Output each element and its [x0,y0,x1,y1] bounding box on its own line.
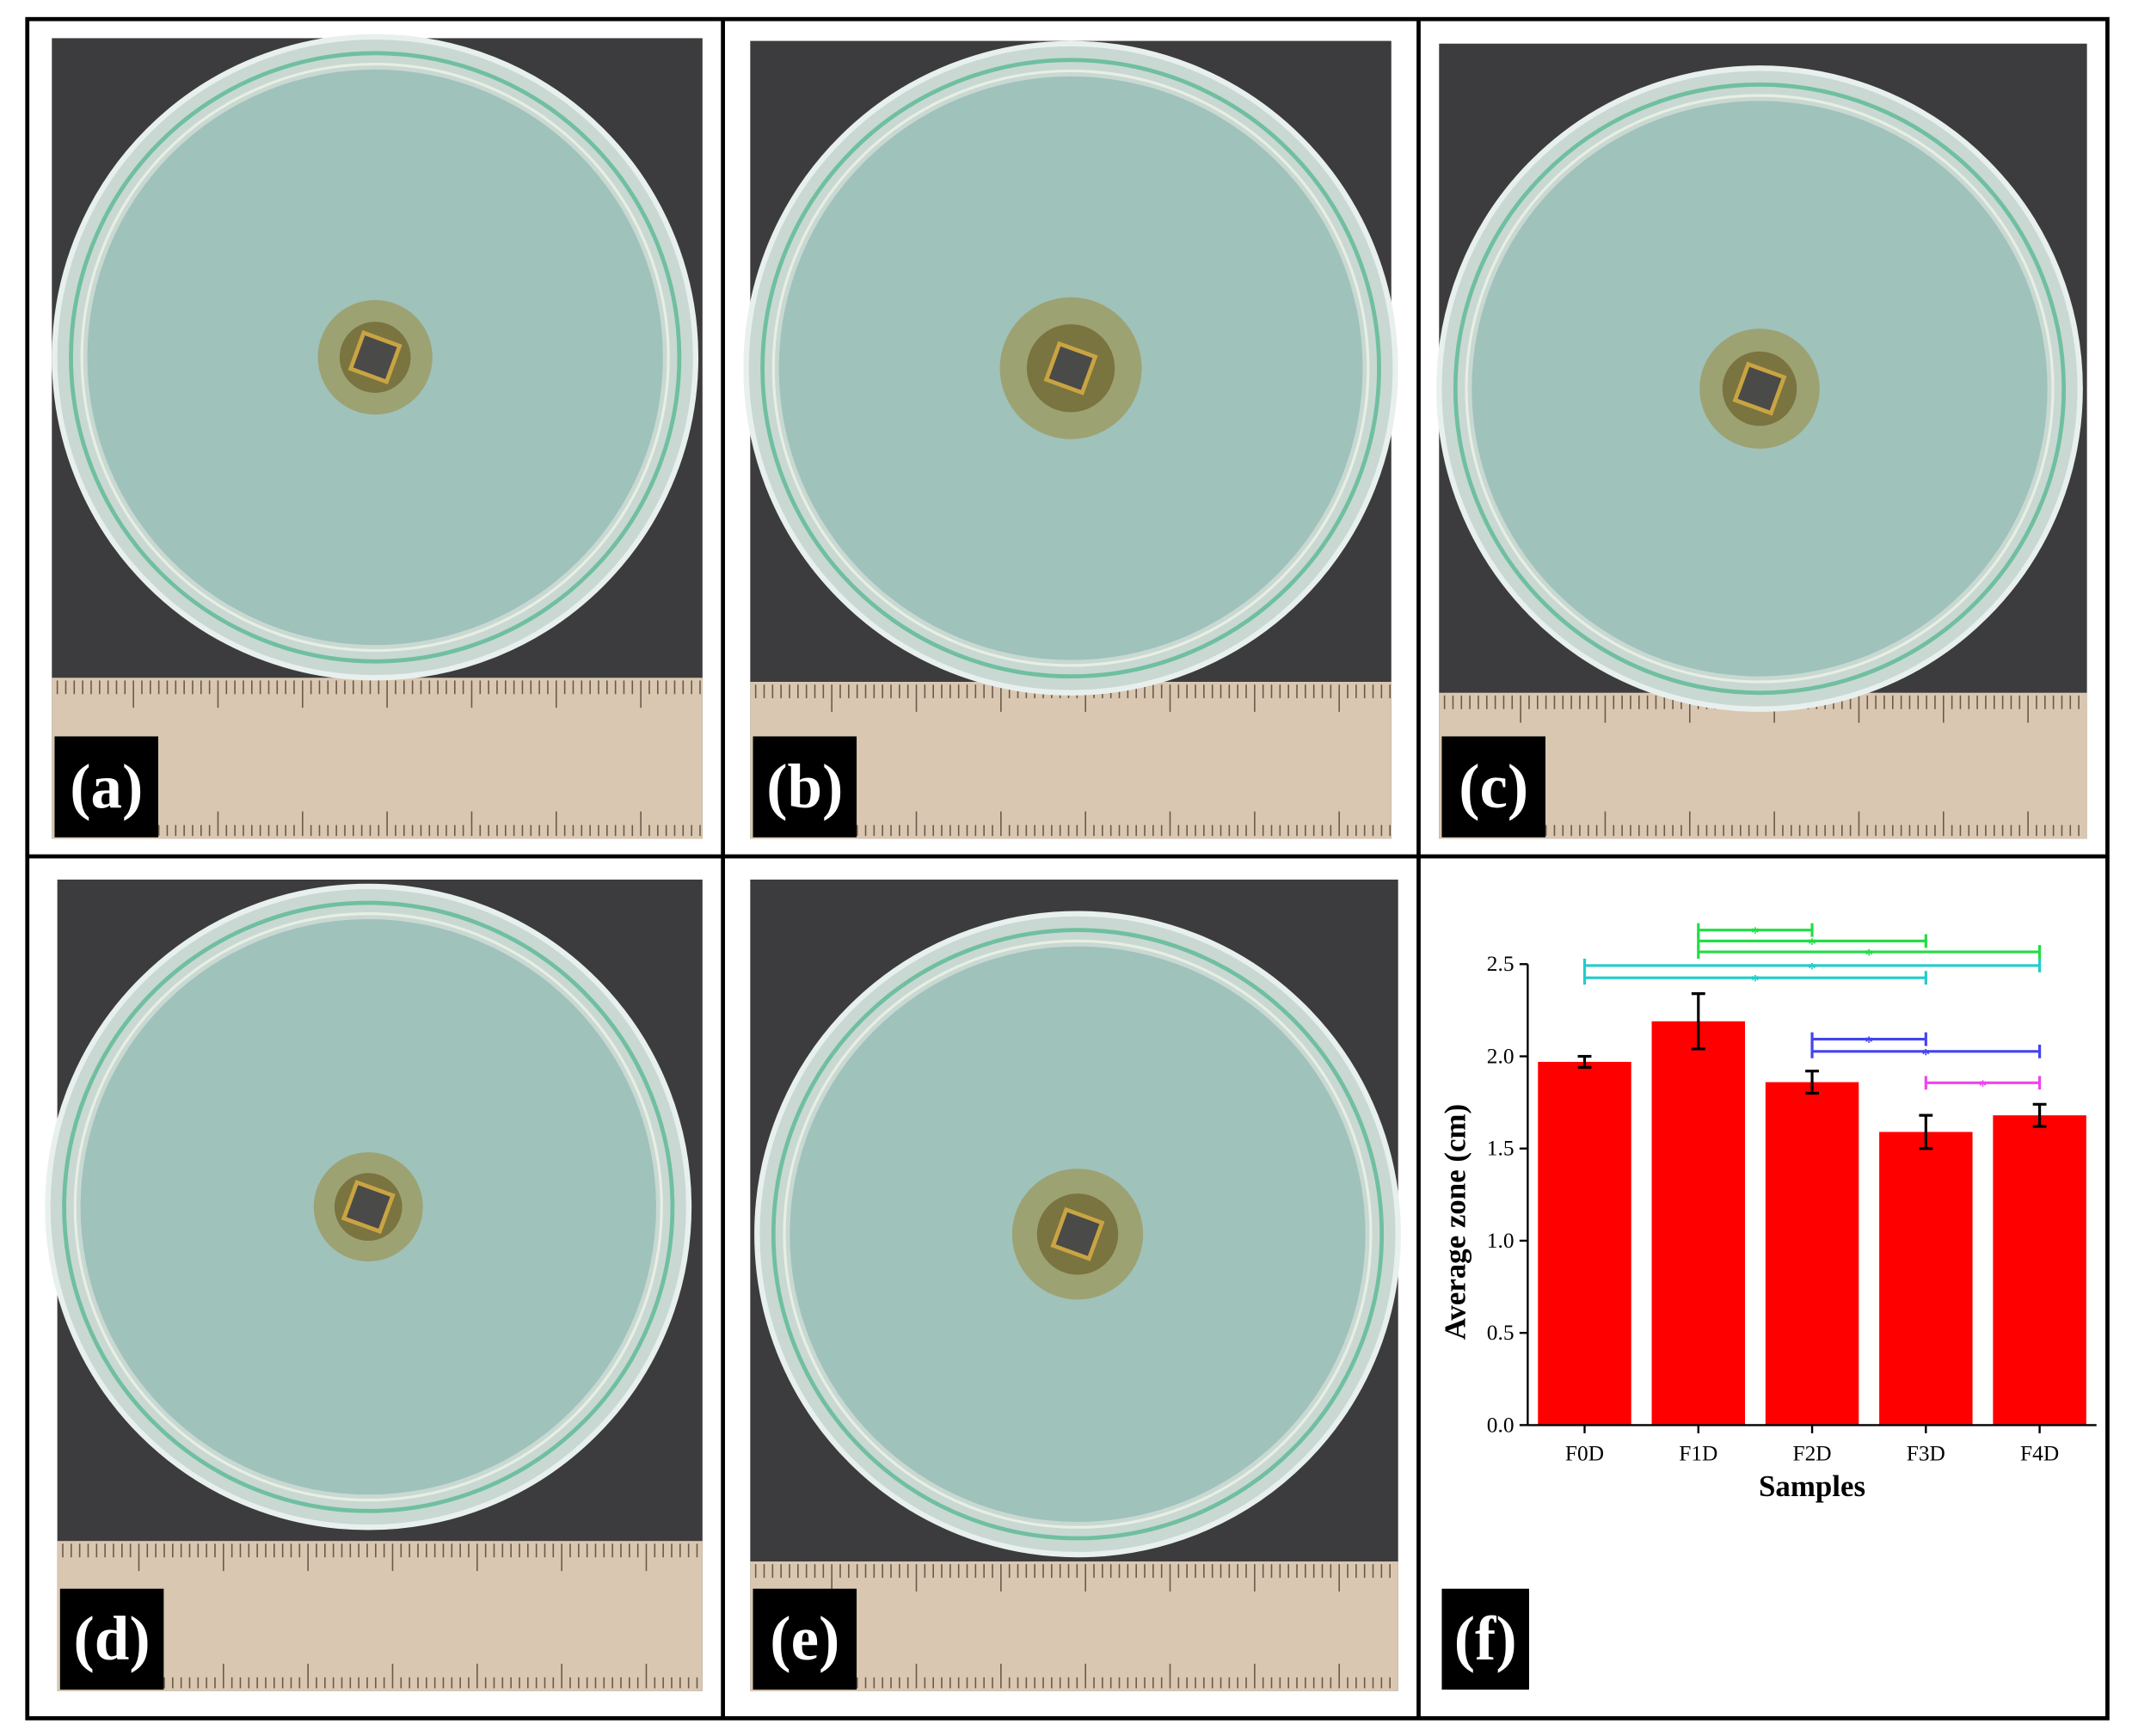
y-tick-label: 0.5 [1487,1321,1515,1345]
dish-ring [62,900,675,1513]
panel-label-box [753,1588,857,1690]
photos [45,34,2087,1691]
panel-label: (a) [70,751,143,821]
x-tick-label: F0D [1565,1442,1604,1466]
significance-label: * [1922,1046,1931,1064]
y-tick-label: 2.0 [1487,1044,1515,1068]
x-axis-label: Samples [1759,1469,1865,1503]
y-tick-label: 0.0 [1487,1413,1515,1437]
ruler [750,682,1392,839]
dish-ring [80,62,670,653]
significance-label: * [1751,924,1760,942]
significance-label: * [1979,1077,1988,1095]
dish-ring [1465,94,2055,684]
sample-disc [1043,340,1098,396]
panel-label-box [59,1588,164,1690]
bar [1993,1115,2086,1426]
panel-label-box [753,736,857,837]
sample-disc [347,330,402,385]
y-tick-label: 1.0 [1487,1229,1515,1253]
sample-disc [1050,1206,1105,1261]
significance-label: * [1751,972,1760,991]
x-tick-label: F1D [1679,1442,1717,1466]
dish-ring [771,69,1370,667]
dish-ring [760,58,1381,679]
ruler [750,1561,1398,1691]
dish-ring [69,51,682,664]
dish-ring [783,939,1373,1529]
panel-label: (f) [1454,1604,1517,1673]
significance-label: * [1865,1034,1873,1052]
x-tick-label: F3D [1907,1442,1945,1466]
y-tick-label: 1.5 [1487,1137,1515,1161]
dish-ring [771,928,1385,1541]
panel-label: (c) [1459,751,1528,821]
panel-label-box [54,736,159,837]
ruler [1439,692,2087,839]
panel-label: (b) [766,751,843,821]
x-tick-label: F4D [2020,1442,2059,1466]
sample-disc [1732,361,1787,416]
chart: 0.0 0.5 1.0 1.5 2.0 2.5 F0D F1D F2D F3D F4D Samples… [1438,923,2097,1503]
panel-label: (e) [770,1604,839,1673]
x-tick-label: F2D [1792,1442,1831,1466]
ruler [57,1541,703,1691]
dish-ring [73,912,663,1502]
significance-label: * [1808,960,1816,978]
sample-disc [341,1180,396,1235]
bar [1765,1082,1859,1426]
bar [1538,1061,1631,1426]
panel-label: (d) [74,1604,151,1673]
panel-labels: (a) (b) (c) (d) (e) (f) [54,736,1545,1690]
dish-ring [1453,82,2067,696]
y-axis-label: Average zone (cm) [1438,1104,1472,1340]
bar [1651,1021,1746,1426]
ruler [52,678,703,839]
bar [1879,1132,1973,1426]
panel-label-box [1441,1588,1529,1690]
outer-frame [25,16,2110,1721]
significance-label: * [1808,935,1816,954]
y-tick-label: 2.5 [1487,952,1515,976]
significance-label: * [1865,947,1873,965]
panel-label-box [1441,736,1545,837]
